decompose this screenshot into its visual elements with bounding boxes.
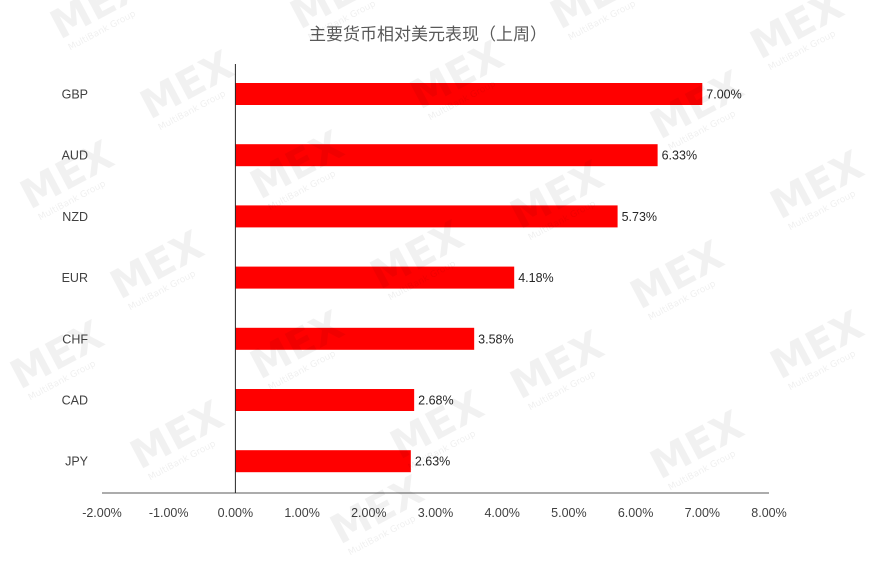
x-tick-label: 1.00% <box>284 506 319 520</box>
x-tick-label: 3.00% <box>418 506 453 520</box>
category-label-chf: CHF <box>62 332 88 346</box>
data-label-cad: 2.68% <box>418 394 453 408</box>
chart-title: 主要货币相对美元表现（上周） <box>309 25 547 45</box>
bar-gbp <box>235 83 703 105</box>
category-label-eur: EUR <box>62 271 88 285</box>
data-label-aud: 6.33% <box>662 149 697 163</box>
bar-chf <box>235 327 475 350</box>
data-label-chf: 3.58% <box>478 332 513 346</box>
category-label-nzd: NZD <box>62 210 88 224</box>
category-label-cad: CAD <box>62 394 88 408</box>
data-label-nzd: 5.73% <box>622 210 657 224</box>
data-label-jpy: 2.63% <box>415 455 450 469</box>
x-tick-label: 7.00% <box>685 506 720 520</box>
bar-jpy <box>235 450 411 473</box>
x-tick-label: 8.00% <box>751 506 786 520</box>
category-label-aud: AUD <box>62 149 88 163</box>
bar-eur <box>235 266 515 289</box>
x-tick-label: -1.00% <box>149 506 189 520</box>
bar-aud <box>235 144 658 167</box>
bar-cad <box>235 389 415 411</box>
data-label-gbp: 7.00% <box>706 88 741 102</box>
bar-nzd <box>235 205 618 228</box>
x-tick-label: 2.00% <box>351 506 386 520</box>
data-label-eur: 4.18% <box>518 271 553 285</box>
x-tick-label: 0.00% <box>218 506 253 520</box>
x-tick-label: 6.00% <box>618 506 653 520</box>
x-tick-label: -2.00% <box>82 506 122 520</box>
category-label-jpy: JPY <box>65 455 89 469</box>
category-label-gbp: GBP <box>62 88 88 102</box>
x-tick-label: 4.00% <box>484 506 519 520</box>
x-tick-label: 5.00% <box>551 506 586 520</box>
